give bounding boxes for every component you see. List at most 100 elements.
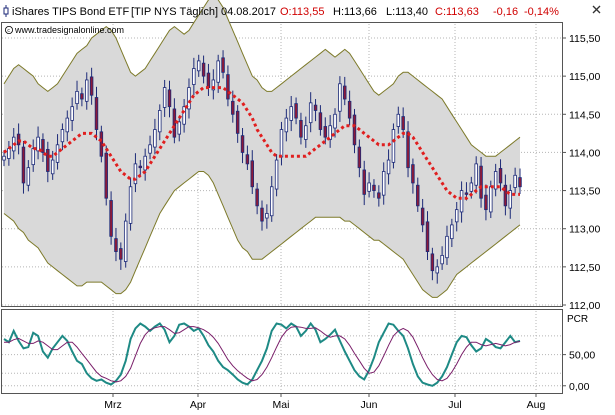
candle-body (459, 190, 464, 213)
candle (31, 139, 35, 172)
candle (143, 148, 147, 181)
candle-body (503, 184, 508, 207)
candle (362, 160, 366, 206)
pcr-slow-line (4, 326, 521, 383)
candle-body (80, 93, 84, 100)
candle-body (323, 126, 328, 138)
candle-body (65, 117, 70, 133)
candle (114, 227, 118, 262)
candle-body (26, 167, 31, 186)
candle-body (362, 169, 366, 195)
candle-body (454, 209, 459, 223)
candle (493, 163, 498, 197)
candle (211, 69, 216, 100)
candle-body (85, 79, 89, 102)
candle-body (270, 186, 274, 217)
y-axis-pcr: 0,00 50,00 (562, 350, 595, 393)
candle (435, 259, 439, 284)
candle (513, 167, 517, 194)
candle (26, 160, 31, 192)
candle-body (206, 72, 211, 88)
candle (104, 145, 108, 206)
candle (304, 116, 308, 148)
candle (2, 150, 6, 167)
close-icon[interactable] (592, 5, 601, 14)
candle-body (114, 238, 118, 252)
candle (16, 123, 21, 155)
candle-body (16, 133, 21, 146)
candle-body (445, 235, 449, 259)
candle (503, 174, 508, 216)
candle-body (406, 131, 410, 169)
header-low: L:113,40 (386, 6, 428, 18)
candle (284, 108, 289, 142)
candle (270, 176, 274, 222)
candle-body (119, 248, 123, 260)
candle-body (177, 121, 181, 135)
candle (46, 141, 50, 183)
candle (367, 172, 371, 198)
candle (377, 185, 381, 207)
candle (235, 105, 240, 143)
candle-body (318, 112, 323, 130)
candle (167, 80, 172, 118)
candle (484, 184, 488, 221)
candle (265, 204, 269, 229)
watermark-text: www.tradesignalonline.com (14, 25, 124, 35)
candle-body (192, 68, 196, 85)
candle (123, 213, 128, 268)
candle (138, 160, 143, 178)
candle (386, 149, 391, 185)
candle-body (128, 186, 133, 224)
header-change: -0,16 (493, 6, 518, 18)
candle-body (46, 148, 50, 172)
candle-body (304, 125, 308, 140)
candle-body (343, 85, 347, 100)
candle-body (143, 155, 147, 171)
candle-body (226, 74, 230, 100)
header-open: O:113,55 (280, 6, 324, 18)
candle (425, 211, 430, 260)
candle-body (196, 60, 201, 72)
candle-body (240, 135, 245, 153)
candle (36, 126, 40, 160)
candle (201, 55, 206, 84)
candle (343, 76, 347, 106)
candle (459, 181, 464, 223)
candle (333, 108, 337, 138)
candle (347, 90, 352, 126)
bollinger-bands (3, 0, 521, 298)
candle-body (347, 100, 352, 119)
candle-body (167, 89, 172, 108)
candle (75, 80, 79, 110)
candle (109, 191, 113, 245)
candle-body (2, 155, 6, 161)
candle (450, 218, 454, 248)
candle-body (484, 194, 488, 211)
candle (221, 50, 225, 79)
candle (416, 177, 420, 212)
candle-body (401, 116, 405, 130)
y-tick-label: 112,00 (569, 300, 600, 312)
candle-body (450, 224, 454, 240)
candle (187, 78, 191, 119)
candle (274, 153, 279, 197)
candle (440, 246, 444, 270)
candle (498, 159, 503, 192)
x-tick-label: Apr (190, 399, 207, 410)
candle-body (211, 79, 216, 91)
candle-body (352, 114, 357, 146)
candles (2, 50, 522, 284)
moving-average (3, 86, 520, 200)
candle-body (274, 159, 279, 190)
candle-body (313, 104, 318, 111)
candle (479, 157, 483, 208)
candle (255, 182, 259, 215)
candle-body (474, 163, 478, 186)
candle-body (162, 87, 167, 108)
candle-body (7, 148, 11, 159)
candle-body (396, 113, 401, 127)
candle-body (250, 160, 254, 188)
candle-body (338, 83, 342, 112)
